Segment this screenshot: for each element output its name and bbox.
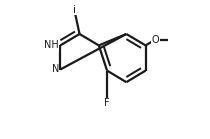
Text: N: N	[51, 64, 59, 75]
Text: i: i	[73, 5, 76, 15]
Text: NH: NH	[44, 40, 59, 50]
Text: F: F	[104, 98, 110, 108]
Text: O: O	[152, 34, 159, 44]
